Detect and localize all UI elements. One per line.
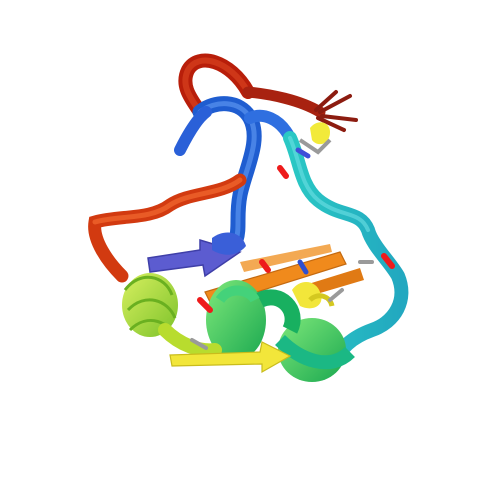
green-helix [206, 280, 355, 382]
yellow-arrow [169, 281, 335, 374]
blue-strand [174, 96, 296, 248]
yellow-ligand [298, 122, 332, 155]
cyan-strand [283, 131, 409, 363]
orange-red-strand [88, 173, 247, 283]
violet-arrow [147, 232, 246, 278]
side-chains [190, 147, 395, 350]
lime-helix [122, 273, 222, 358]
red-loop-strand [178, 53, 358, 132]
